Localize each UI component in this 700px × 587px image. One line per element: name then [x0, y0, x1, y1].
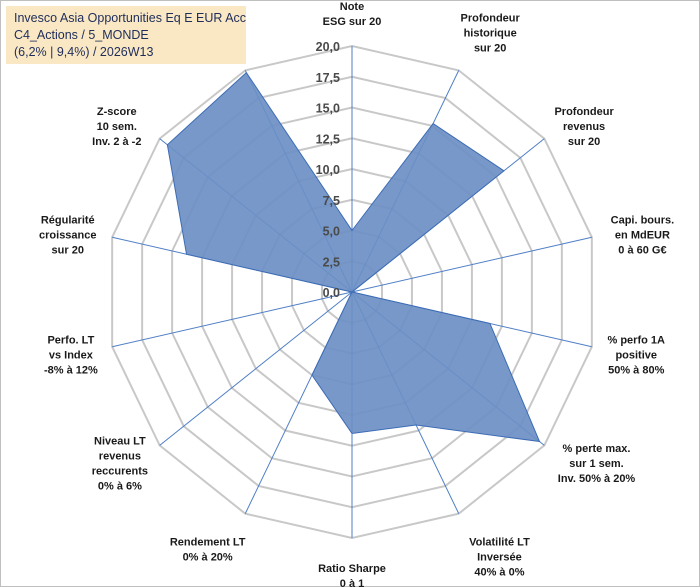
axis-label-4-line-0: % perfo 1A [607, 335, 665, 347]
axis-label-12-line-0: Z-score [97, 106, 137, 118]
axis-label-7: Ratio Sharpe 0 à 1 [318, 563, 386, 587]
axis-label-4: % perfo 1A positive 50% à 80% [607, 335, 665, 377]
axis-label-9: Niveau LT revenus reccurents 0% à 6% [92, 435, 148, 492]
axis-label-11-line-1: croissance [39, 229, 96, 241]
tick-labels: 0,0 2,5 5,0 7,5 10,0 12,5 15,0 17,5 20,0 [316, 40, 340, 300]
spoke-3 [351, 236, 592, 293]
axis-label-6-line-0: Volatilité LT [469, 536, 530, 548]
chart-subtitle-category: C4_Actions / 5_MONDE [14, 28, 149, 42]
axis-label-0: Note ESG sur 20 [323, 1, 382, 28]
tick-label-5: 12,5 [316, 132, 340, 146]
axis-label-4-line-1: positive [615, 350, 657, 362]
axis-label-10-line-1: vs Index [49, 350, 94, 362]
chart-title: Invesco Asia Opportunities Eq E EUR Acc [14, 11, 247, 25]
axis-label-0-line-1: ESG sur 20 [323, 16, 382, 28]
axis-label-8: Rendement LT 0% à 20% [170, 536, 246, 563]
tick-label-7: 17,5 [316, 71, 340, 85]
axis-label-2-line-0: Profondeur [554, 106, 614, 118]
series-area-0 [166, 71, 541, 443]
axis-label-3-line-1: en MdEUR [615, 229, 670, 241]
axis-label-10: Perfo. LT vs Index -8% à 12% [44, 335, 98, 377]
axis-label-9-line-1: revenus [99, 450, 141, 462]
axis-label-10-line-2: -8% à 12% [44, 365, 98, 377]
axis-label-6-line-1: Inversée [477, 551, 522, 563]
axis-label-1: Profondeur historique sur 20 [461, 13, 521, 55]
axis-label-12-line-1: 10 sem. [97, 121, 137, 133]
axis-label-3-line-0: Capi. bours. [611, 214, 675, 226]
axis-label-2-line-1: revenus [563, 121, 605, 133]
axis-label-2-line-2: sur 20 [568, 136, 600, 148]
chart-subtitle-perf: (6,2% | 9,4%) / 2026W13 [14, 45, 154, 59]
axis-label-7-line-0: Ratio Sharpe [318, 563, 386, 575]
chart-title-box: Invesco Asia Opportunities Eq E EUR Acc … [6, 6, 246, 64]
tick-label-1: 2,5 [323, 255, 340, 269]
spoke-9 [159, 291, 353, 446]
series-layer [166, 71, 541, 443]
axis-label-0-line-0: Note [340, 1, 364, 13]
axis-label-8-line-0: Rendement LT [170, 536, 246, 548]
axis-label-11-line-2: sur 20 [52, 244, 84, 256]
axis-label-1-line-1: historique [464, 28, 517, 40]
axis-label-6: Volatilité LT Inversée 40% à 0% [469, 536, 530, 578]
tick-label-0: 0,0 [323, 286, 340, 300]
tick-label-4: 10,0 [316, 163, 340, 177]
axis-label-12-line-2: Inv. 2 à -2 [92, 136, 141, 148]
axis-label-4-line-2: 50% à 80% [608, 365, 664, 377]
axis-label-1-line-0: Profondeur [461, 13, 521, 25]
axis-label-10-line-0: Perfo. LT [47, 335, 94, 347]
axis-label-7-line-1: 0 à 1 [340, 578, 364, 587]
axis-label-2: Profondeur revenus sur 20 [554, 106, 614, 148]
axis-label-5-line-2: Inv. 50% à 20% [558, 473, 636, 485]
axis-label-3: Capi. bours. en MdEUR 0 à 60 G€ [611, 214, 675, 256]
axis-label-8-line-1: 0% à 20% [183, 551, 233, 563]
axis-label-9-line-3: 0% à 6% [98, 480, 142, 492]
tick-label-2: 5,0 [323, 225, 340, 239]
axis-label-1-line-2: sur 20 [474, 43, 506, 55]
axis-label-9-line-0: Niveau LT [94, 435, 146, 447]
tick-label-6: 15,0 [316, 102, 340, 116]
axis-label-6-line-2: 40% à 0% [474, 566, 524, 578]
axis-label-12: Z-score 10 sem. Inv. 2 à -2 [92, 106, 141, 148]
axis-label-3-line-2: 0 à 60 G€ [618, 244, 666, 256]
axis-label-5-line-1: sur 1 sem. [569, 458, 623, 470]
tick-label-3: 7,5 [323, 194, 340, 208]
tick-label-8: 20,0 [316, 40, 340, 54]
axis-label-11-line-0: Régularité [41, 214, 95, 226]
axis-label-9-line-2: reccurents [92, 465, 148, 477]
spoke-10 [112, 291, 353, 348]
axis-label-11: Régularité croissance sur 20 [39, 214, 96, 256]
axis-label-5-line-0: % perte max. [563, 443, 631, 455]
axis-label-5: % perte max. sur 1 sem. Inv. 50% à 20% [558, 443, 636, 485]
